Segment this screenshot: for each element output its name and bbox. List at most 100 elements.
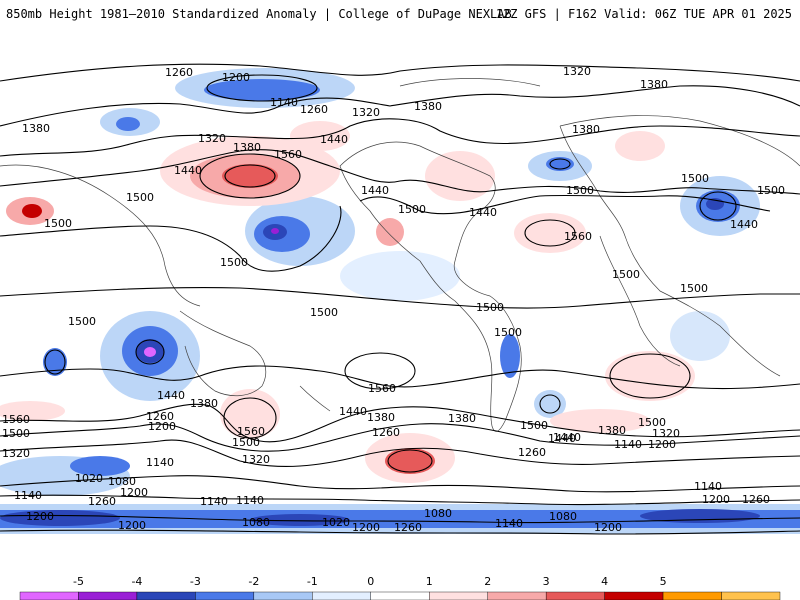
contour-label: 1080: [424, 507, 452, 520]
model-run-info: 12Z GFS | F162 Valid: 06Z TUE APR 01 202…: [495, 7, 792, 21]
colorbar-swatch: [721, 591, 781, 600]
contour-label: 1320: [242, 453, 270, 466]
coastlines: [0, 78, 800, 432]
contour-label: 1260: [146, 410, 174, 423]
colorbar-swatches: [19, 591, 781, 600]
anomaly-map: 1260 1200 1140 1260 1320 1320 1380 1380 …: [0, 63, 800, 535]
positive-anomaly-shading: [0, 121, 695, 483]
contour-label: 1500: [476, 301, 504, 314]
contour-label: 1560: [2, 413, 30, 426]
colorbar-swatch: [429, 591, 488, 600]
contour-label: 1380: [640, 78, 668, 91]
contour-label: 1380: [448, 412, 476, 425]
contour-labels: 1260 1200 1140 1260 1320 1320 1380 1380 …: [2, 65, 785, 534]
contour-label: 1500: [44, 217, 72, 230]
colorbar-tick-label: 3: [543, 575, 550, 588]
negative-anomaly-shading: [0, 68, 800, 534]
contour-label: 1500: [2, 427, 30, 440]
height-contours: [0, 63, 800, 535]
contour-label: 1140: [200, 495, 228, 508]
contour-label: 1560: [564, 230, 592, 243]
anomaly-colorbar: -5 -4 -3 -2 -1 0 1 2 3 4 5: [0, 552, 800, 600]
contour-label: 1380: [22, 122, 50, 135]
contour-label: 1200: [120, 486, 148, 499]
contour-label: 1500: [126, 191, 154, 204]
contour-label: 1500: [520, 419, 548, 432]
colorbar-tick-label: -5: [73, 575, 84, 588]
contour-label: 1200: [118, 519, 146, 532]
contour-label: 1140: [694, 480, 722, 493]
colorbar-tick-label: 1: [426, 575, 433, 588]
contour-label: 1140: [14, 489, 42, 502]
contour-label: 1500: [310, 306, 338, 319]
contour-label: 1560: [368, 382, 396, 395]
contour-label: 1260: [372, 426, 400, 439]
colorbar-swatch: [136, 591, 196, 600]
contour-label: 1140: [495, 517, 523, 530]
contour-label: 1500: [220, 256, 248, 269]
colorbar-tick-label: 5: [660, 575, 667, 588]
colorbar-swatch: [312, 591, 371, 600]
contour-label: 1500: [681, 172, 709, 185]
colorbar-swatch: [545, 591, 605, 600]
contour-label: 1440: [361, 184, 389, 197]
contour-label: 1440: [320, 133, 348, 146]
colorbar-tick-label: -3: [190, 575, 201, 588]
colorbar-swatch: [604, 591, 664, 600]
contour-label: 1140: [146, 456, 174, 469]
colorbar-tick-label: 2: [484, 575, 491, 588]
contour-label: 1380: [414, 100, 442, 113]
contour-label: 1080: [242, 516, 270, 529]
contour-label: 1560: [274, 148, 302, 161]
contour-label: 1260: [165, 66, 193, 79]
contour-label: 1080: [108, 475, 136, 488]
contour-label: 1440: [469, 206, 497, 219]
map-title: 850mb Height 1981–2010 Standardized Anom…: [6, 7, 512, 21]
contour-label: 1200: [648, 438, 676, 451]
contour-label: 1320: [563, 65, 591, 78]
colorbar-swatch: [370, 591, 430, 600]
contour-label: 1020: [75, 472, 103, 485]
contour-label: 1440: [157, 389, 185, 402]
colorbar-tick-label: 0: [367, 575, 374, 588]
contour-label: 1320: [198, 132, 226, 145]
contour-label: 1500: [638, 416, 666, 429]
contour-label: 1440: [174, 164, 202, 177]
contour-label: 1380: [190, 397, 218, 410]
colorbar-tick-label: -4: [131, 575, 142, 588]
contour-label: 1200: [702, 493, 730, 506]
contour-label: 1140: [614, 438, 642, 451]
contour-label: 1320: [2, 447, 30, 460]
contour-label: 1380: [233, 141, 261, 154]
colorbar-swatch: [195, 591, 255, 600]
contour-label: 1500: [680, 282, 708, 295]
contour-label: 1500: [566, 184, 594, 197]
contour-label: 1320: [652, 427, 680, 440]
contour-label: 1440: [553, 431, 581, 444]
contour-label: 1320: [352, 106, 380, 119]
colorbar-tick-label: -2: [248, 575, 259, 588]
contour-label: 1440: [339, 405, 367, 418]
colorbar-tick-label: 4: [601, 575, 608, 588]
contour-label: 1140: [236, 494, 264, 507]
contour-label: 1500: [232, 436, 260, 449]
contour-label: 1440: [730, 218, 758, 231]
contour-label: 1200: [594, 521, 622, 534]
contour-label: 1200: [148, 420, 176, 433]
contour-label: 1260: [394, 521, 422, 534]
contour-label: 1380: [367, 411, 395, 424]
contour-label: 1380: [572, 123, 600, 136]
contour-label: 1200: [26, 510, 54, 523]
contour-label: 1500: [398, 203, 426, 216]
contour-label: 1500: [757, 184, 785, 197]
contour-label: 1260: [742, 493, 770, 506]
contour-label: 1200: [222, 71, 250, 84]
contour-label: 1260: [300, 103, 328, 116]
contour-label: 1500: [68, 315, 96, 328]
contour-label: 1080: [549, 510, 577, 523]
contour-label: 1140: [270, 96, 298, 109]
contour-label: 1020: [322, 516, 350, 529]
contour-label: 1200: [352, 521, 380, 534]
contour-label: 1500: [494, 326, 522, 339]
colorbar-swatch: [19, 591, 79, 600]
